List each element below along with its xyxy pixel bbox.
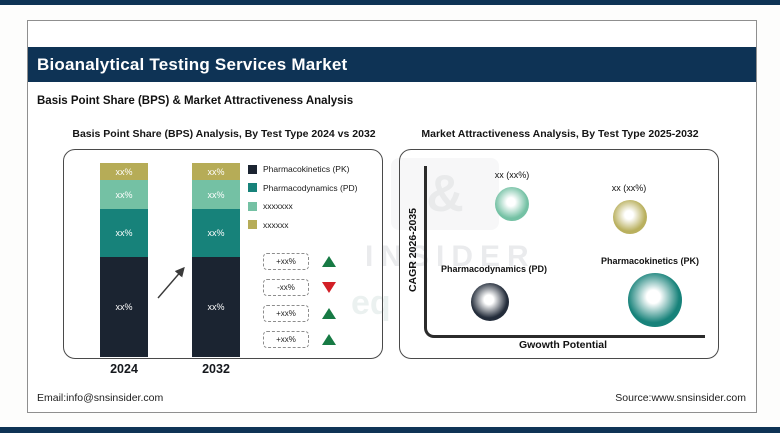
change-value-box: +xx% — [263, 305, 309, 322]
bps-legend: Pharmacokinetics (PK) Pharmacodynamics (… — [248, 163, 357, 231]
bar-segment-seafoam: xx% — [100, 180, 148, 209]
legend-label: xxxxxx — [263, 219, 289, 230]
top-accent-bar — [0, 0, 780, 5]
bar-segment-teal: xx% — [100, 209, 148, 257]
bar-segment-khaki: xx% — [192, 163, 240, 180]
legend-label: xxxxxxx — [263, 201, 293, 211]
bubble-label-masked-2: xx (xx%) — [611, 183, 647, 193]
page-title: Bioanalytical Testing Services Market — [28, 47, 756, 82]
x-axis-label-2024: 2024 — [110, 362, 138, 376]
bubble-label-pd: Pharmacodynamics (PD) — [440, 264, 548, 274]
triangle-up-icon — [322, 334, 336, 345]
page-subtitle: Basis Point Share (BPS) & Market Attract… — [37, 95, 354, 107]
bubble-label-pk: Pharmacokinetics (PK) — [600, 256, 700, 266]
bps-chart-panel: xx% xx% xx% xx% xx% xx% xx% xx% Pharmaco… — [63, 149, 383, 359]
legend-swatch-khaki — [248, 220, 257, 229]
bar-segment-seafoam: xx% — [192, 180, 240, 209]
legend-swatch-seafoam — [248, 201, 257, 211]
legend-label: Pharmacokinetics (PK) — [263, 164, 350, 174]
change-value-box: -xx% — [263, 279, 309, 296]
attractiveness-chart-panel: CAGR 2026-2035 Gwowth Potential xx (xx%)… — [399, 149, 719, 359]
change-row: -xx% — [263, 279, 336, 296]
legend-item-masked-1: xxxxxxx — [248, 200, 357, 212]
change-value-box: +xx% — [263, 253, 309, 270]
chart-axes — [424, 166, 705, 338]
bottom-accent-bar — [0, 427, 780, 433]
change-value-box: +xx% — [263, 331, 309, 348]
change-row: +xx% — [263, 331, 336, 348]
bar-segment-navy: xx% — [192, 257, 240, 357]
bps-change-indicators: +xx% -xx% +xx% +xx% — [263, 253, 336, 348]
stacked-bar-2032: xx% xx% xx% xx% — [192, 163, 240, 357]
bar-segment-navy: xx% — [100, 257, 148, 357]
attractiveness-chart-title: Market Attractiveness Analysis, By Test … — [421, 128, 699, 140]
x-axis-label-2032: 2032 — [202, 362, 230, 376]
bar-segment-teal: xx% — [192, 209, 240, 257]
legend-item-masked-2: xxxxxx — [248, 219, 357, 231]
infographic-card: Bioanalytical Testing Services Market Ba… — [27, 20, 757, 413]
bubble-navy-pd — [471, 283, 509, 321]
bps-chart-title: Basis Point Share (BPS) Analysis, By Tes… — [72, 128, 376, 140]
footer-email: Email:info@snsinsider.com — [37, 392, 164, 404]
x-axis-label: Gwowth Potential — [518, 339, 608, 351]
change-row: +xx% — [263, 253, 336, 270]
triangle-up-icon — [322, 308, 336, 319]
bubble-seafoam — [495, 187, 529, 221]
growth-arrow-icon — [157, 266, 185, 299]
y-axis-label: CAGR 2026-2035 — [407, 207, 419, 293]
bubble-teal-pk — [628, 273, 682, 327]
stacked-bar-2024: xx% xx% xx% xx% — [100, 163, 148, 357]
triangle-up-icon — [322, 256, 336, 267]
legend-item-pd: Pharmacodynamics (PD) — [248, 182, 357, 194]
legend-swatch-navy — [248, 164, 257, 174]
legend-item-pk: Pharmacokinetics (PK) — [248, 163, 357, 175]
triangle-down-icon — [322, 282, 336, 293]
change-row: +xx% — [263, 305, 336, 322]
bar-segment-khaki: xx% — [100, 163, 148, 180]
legend-swatch-teal — [248, 183, 257, 192]
bubble-label-masked-1: xx (xx%) — [494, 170, 530, 180]
legend-label: Pharmacodynamics (PD) — [263, 182, 358, 193]
footer-source: Source:www.snsinsider.com — [615, 392, 746, 404]
bubble-khaki — [613, 200, 647, 234]
